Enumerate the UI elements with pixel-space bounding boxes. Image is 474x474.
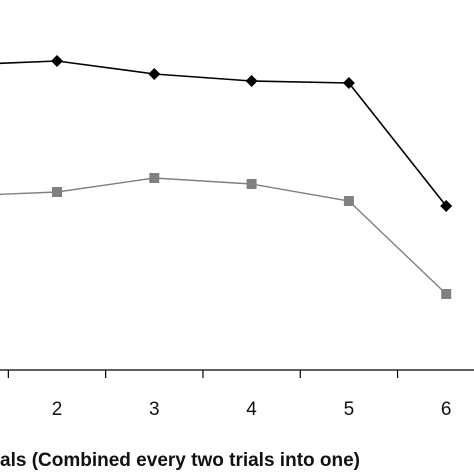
series-line bbox=[0, 60, 447, 207]
x-tick-label: 4 bbox=[246, 399, 257, 420]
diamond-marker bbox=[51, 55, 63, 67]
diamond-marker bbox=[245, 75, 258, 87]
series-line bbox=[0, 177, 447, 295]
square-marker bbox=[441, 289, 452, 299]
x-tick-label: 2 bbox=[52, 399, 63, 420]
x-axis-title: als (Combined every two trials into one) bbox=[0, 450, 360, 471]
series-1 bbox=[0, 55, 453, 212]
x-ticks: 2 3 4 5 6 bbox=[7, 370, 452, 420]
diamond-marker bbox=[148, 68, 161, 80]
x-tick-label: 6 bbox=[441, 399, 452, 420]
series-2 bbox=[0, 173, 452, 299]
series-layer bbox=[0, 55, 453, 299]
x-tick-label: 3 bbox=[149, 399, 160, 420]
square-marker bbox=[343, 196, 354, 206]
diamond-marker bbox=[342, 77, 355, 89]
square-marker bbox=[246, 179, 257, 189]
x-tick-label: 5 bbox=[344, 399, 355, 420]
square-marker bbox=[52, 187, 62, 197]
diamond-marker bbox=[440, 200, 453, 212]
square-marker bbox=[149, 173, 160, 183]
